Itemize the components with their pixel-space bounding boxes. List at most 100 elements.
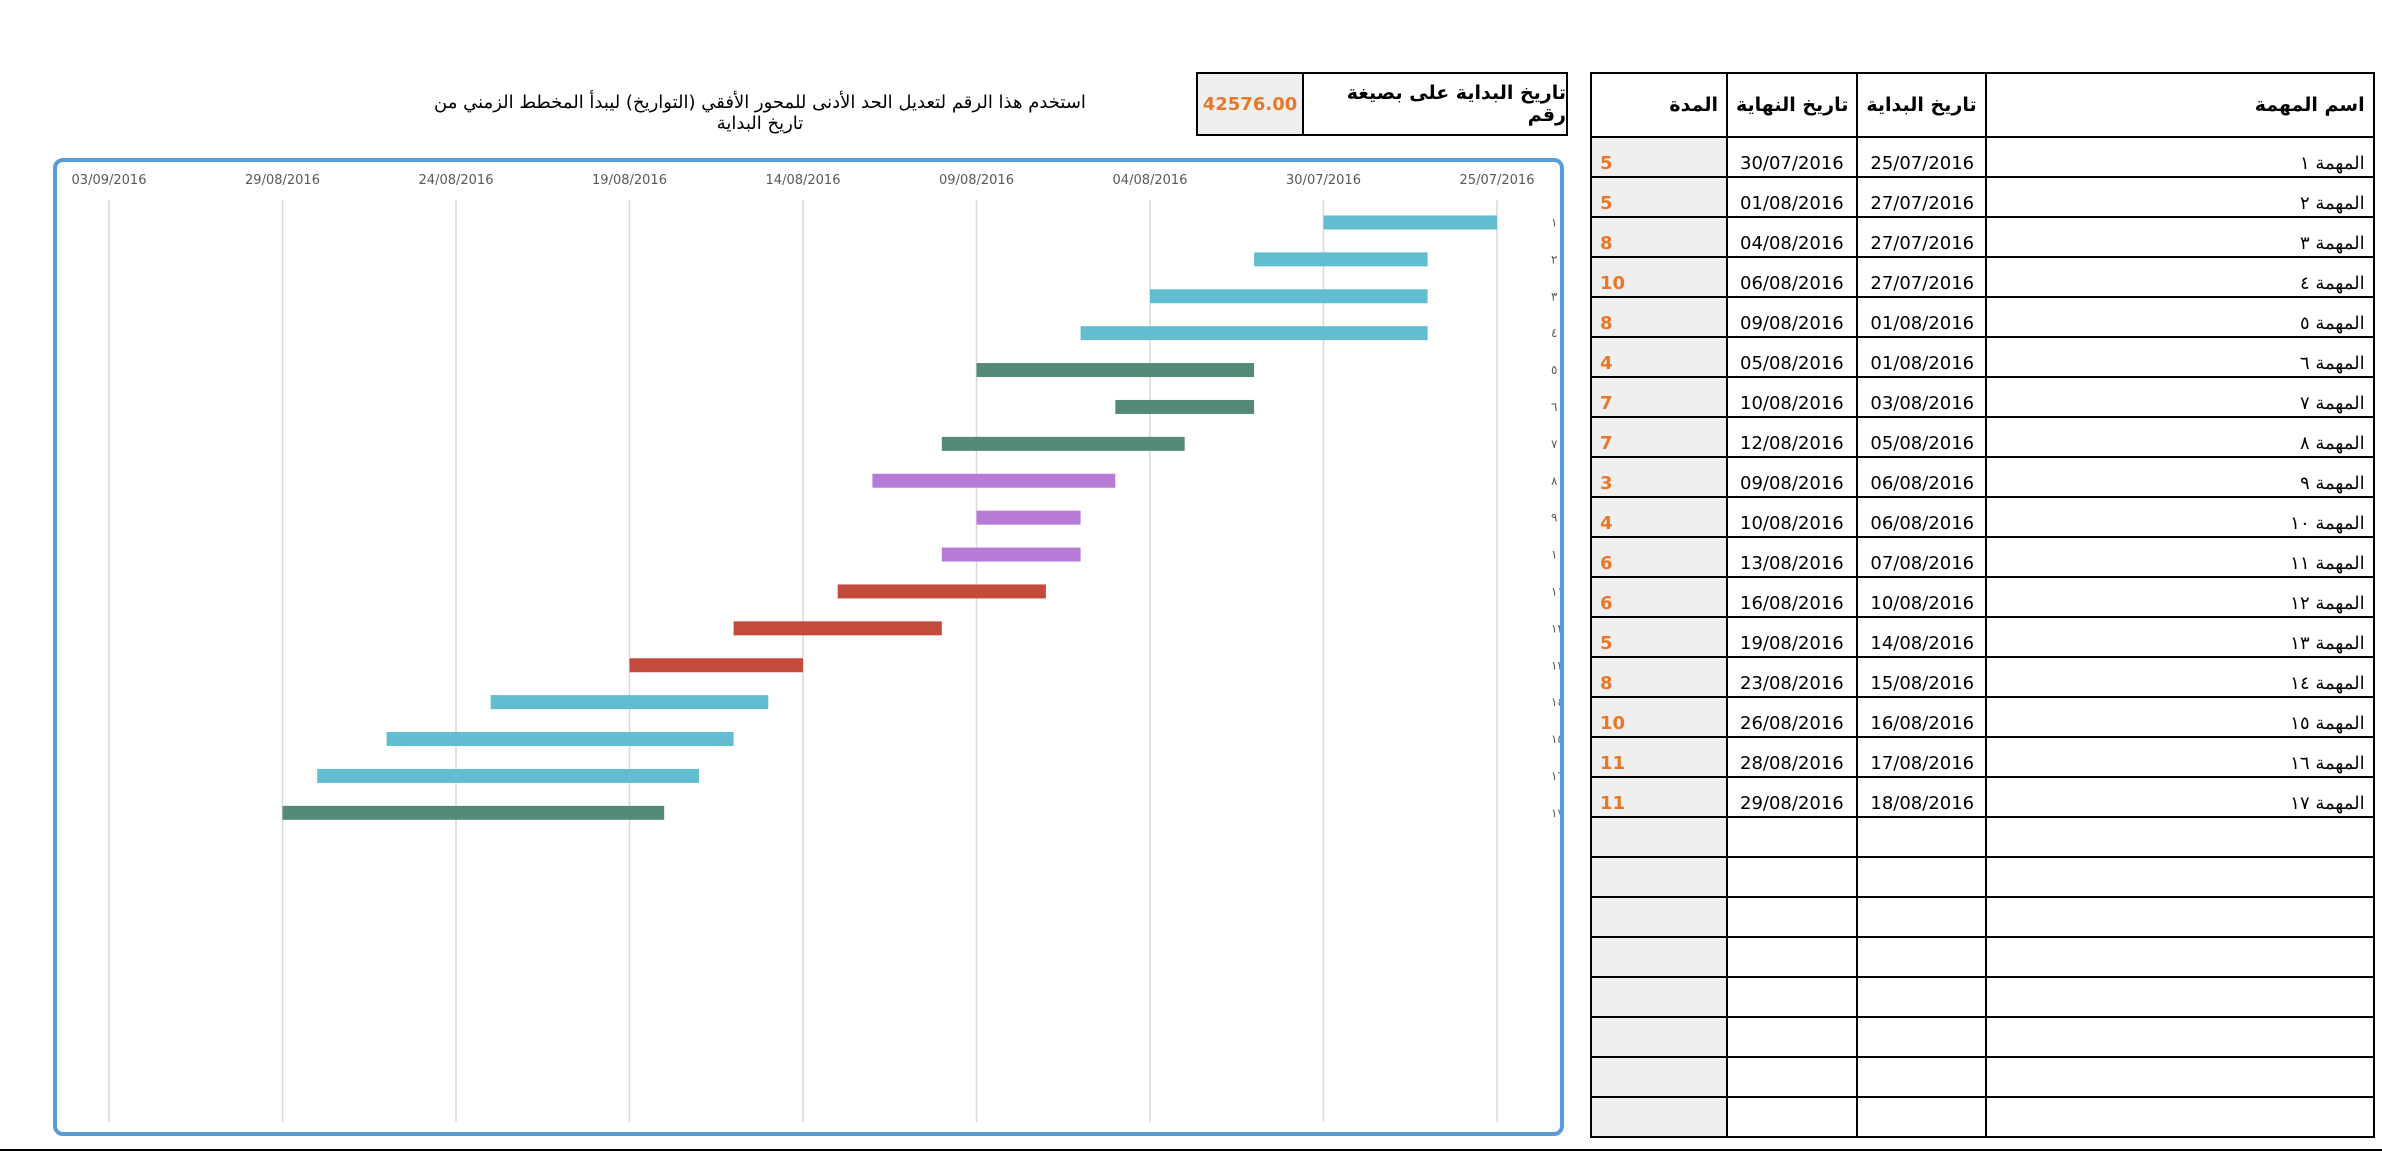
- empty-cell[interactable]: [1856, 1056, 1987, 1098]
- gantt-bar[interactable]: [1115, 399, 1255, 414]
- empty-cell[interactable]: [1725, 816, 1859, 858]
- task-name-cell[interactable]: المهمة ١٥: [1984, 696, 2375, 738]
- start-date-cell[interactable]: 07/08/2016: [1856, 536, 1987, 578]
- gantt-bar[interactable]: [733, 621, 942, 636]
- gantt-bar[interactable]: [837, 584, 1046, 599]
- duration-cell[interactable]: 8: [1590, 656, 1728, 698]
- start-date-cell[interactable]: 25/07/2016: [1856, 136, 1987, 178]
- duration-cell[interactable]: 7: [1590, 416, 1728, 458]
- start-date-cell[interactable]: 06/08/2016: [1856, 456, 1987, 498]
- gantt-bar[interactable]: [941, 436, 1185, 451]
- duration-cell[interactable]: 10: [1590, 256, 1728, 298]
- task-name-cell[interactable]: المهمة ٥: [1984, 296, 2375, 338]
- empty-cell[interactable]: [1984, 1056, 2375, 1098]
- start-date-cell[interactable]: 18/08/2016: [1856, 776, 1987, 818]
- gantt-bar[interactable]: [1080, 326, 1428, 341]
- task-name-cell[interactable]: المهمة ٧: [1984, 376, 2375, 418]
- duration-cell[interactable]: 6: [1590, 576, 1728, 618]
- start-date-cell[interactable]: 15/08/2016: [1856, 656, 1987, 698]
- empty-cell[interactable]: [1984, 976, 2375, 1018]
- task-name-cell[interactable]: المهمة ١١: [1984, 536, 2375, 578]
- gantt-bar[interactable]: [490, 695, 769, 710]
- empty-cell[interactable]: [1590, 896, 1728, 938]
- empty-cell[interactable]: [1725, 976, 1859, 1018]
- empty-cell[interactable]: [1725, 856, 1859, 898]
- empty-cell[interactable]: [1856, 856, 1987, 898]
- gantt-bar[interactable]: [1323, 215, 1498, 230]
- end-date-cell[interactable]: 30/07/2016: [1725, 136, 1859, 178]
- start-date-cell[interactable]: 01/08/2016: [1856, 296, 1987, 338]
- end-date-cell[interactable]: 13/08/2016: [1725, 536, 1859, 578]
- empty-cell[interactable]: [1984, 936, 2375, 978]
- end-date-cell[interactable]: 10/08/2016: [1725, 496, 1859, 538]
- duration-cell[interactable]: 8: [1590, 296, 1728, 338]
- gantt-bar[interactable]: [976, 363, 1255, 378]
- empty-cell[interactable]: [1984, 1016, 2375, 1058]
- start-date-cell[interactable]: 06/08/2016: [1856, 496, 1987, 538]
- empty-cell[interactable]: [1856, 896, 1987, 938]
- task-name-cell[interactable]: المهمة ١٢: [1984, 576, 2375, 618]
- task-name-cell[interactable]: المهمة ١٦: [1984, 736, 2375, 778]
- empty-cell[interactable]: [1590, 816, 1728, 858]
- duration-cell[interactable]: 10: [1590, 696, 1728, 738]
- empty-cell[interactable]: [1590, 976, 1728, 1018]
- gantt-bar[interactable]: [872, 473, 1116, 488]
- start-date-cell[interactable]: 14/08/2016: [1856, 616, 1987, 658]
- empty-cell[interactable]: [1725, 936, 1859, 978]
- duration-cell[interactable]: 5: [1590, 136, 1728, 178]
- duration-cell[interactable]: 8: [1590, 216, 1728, 258]
- task-name-cell[interactable]: المهمة ٨: [1984, 416, 2375, 458]
- start-date-cell[interactable]: 01/08/2016: [1856, 336, 1987, 378]
- duration-cell[interactable]: 4: [1590, 336, 1728, 378]
- task-name-cell[interactable]: المهمة ٢: [1984, 176, 2375, 218]
- task-name-cell[interactable]: المهمة ٣: [1984, 216, 2375, 258]
- start-date-cell[interactable]: 16/08/2016: [1856, 696, 1987, 738]
- empty-cell[interactable]: [1590, 1016, 1728, 1058]
- start-date-cell[interactable]: 10/08/2016: [1856, 576, 1987, 618]
- end-date-cell[interactable]: 19/08/2016: [1725, 616, 1859, 658]
- empty-cell[interactable]: [1590, 1096, 1728, 1138]
- gantt-bar[interactable]: [629, 658, 804, 673]
- end-date-cell[interactable]: 09/08/2016: [1725, 456, 1859, 498]
- end-date-cell[interactable]: 12/08/2016: [1725, 416, 1859, 458]
- empty-cell[interactable]: [1590, 856, 1728, 898]
- end-date-cell[interactable]: 16/08/2016: [1725, 576, 1859, 618]
- end-date-cell[interactable]: 10/08/2016: [1725, 376, 1859, 418]
- duration-cell[interactable]: 3: [1590, 456, 1728, 498]
- duration-cell[interactable]: 11: [1590, 736, 1728, 778]
- duration-cell[interactable]: 6: [1590, 536, 1728, 578]
- start-date-cell[interactable]: 03/08/2016: [1856, 376, 1987, 418]
- duration-cell[interactable]: 5: [1590, 176, 1728, 218]
- task-name-cell[interactable]: المهمة ٦: [1984, 336, 2375, 378]
- end-date-cell[interactable]: 23/08/2016: [1725, 656, 1859, 698]
- end-date-cell[interactable]: 01/08/2016: [1725, 176, 1859, 218]
- empty-cell[interactable]: [1725, 1056, 1859, 1098]
- end-date-cell[interactable]: 06/08/2016: [1725, 256, 1859, 298]
- empty-cell[interactable]: [1590, 1056, 1728, 1098]
- task-name-cell[interactable]: المهمة ١: [1984, 136, 2375, 178]
- gantt-bar[interactable]: [386, 732, 734, 747]
- end-date-cell[interactable]: 04/08/2016: [1725, 216, 1859, 258]
- empty-cell[interactable]: [1984, 816, 2375, 858]
- task-name-cell[interactable]: المهمة ١٠: [1984, 496, 2375, 538]
- task-name-cell[interactable]: المهمة ١٤: [1984, 656, 2375, 698]
- empty-cell[interactable]: [1984, 896, 2375, 938]
- gantt-bar[interactable]: [282, 805, 665, 820]
- duration-cell[interactable]: 7: [1590, 376, 1728, 418]
- empty-cell[interactable]: [1590, 936, 1728, 978]
- start-date-cell[interactable]: 27/07/2016: [1856, 216, 1987, 258]
- duration-cell[interactable]: 11: [1590, 776, 1728, 818]
- empty-cell[interactable]: [1725, 1016, 1859, 1058]
- gantt-bar[interactable]: [976, 510, 1081, 525]
- task-name-cell[interactable]: المهمة ١٧: [1984, 776, 2375, 818]
- task-name-cell[interactable]: المهمة ٩: [1984, 456, 2375, 498]
- empty-cell[interactable]: [1856, 936, 1987, 978]
- empty-cell[interactable]: [1725, 896, 1859, 938]
- gantt-bar[interactable]: [317, 768, 699, 783]
- duration-cell[interactable]: 5: [1590, 616, 1728, 658]
- start-date-cell[interactable]: 17/08/2016: [1856, 736, 1987, 778]
- duration-cell[interactable]: 4: [1590, 496, 1728, 538]
- empty-cell[interactable]: [1725, 1096, 1859, 1138]
- empty-cell[interactable]: [1856, 816, 1987, 858]
- empty-cell[interactable]: [1856, 1096, 1987, 1138]
